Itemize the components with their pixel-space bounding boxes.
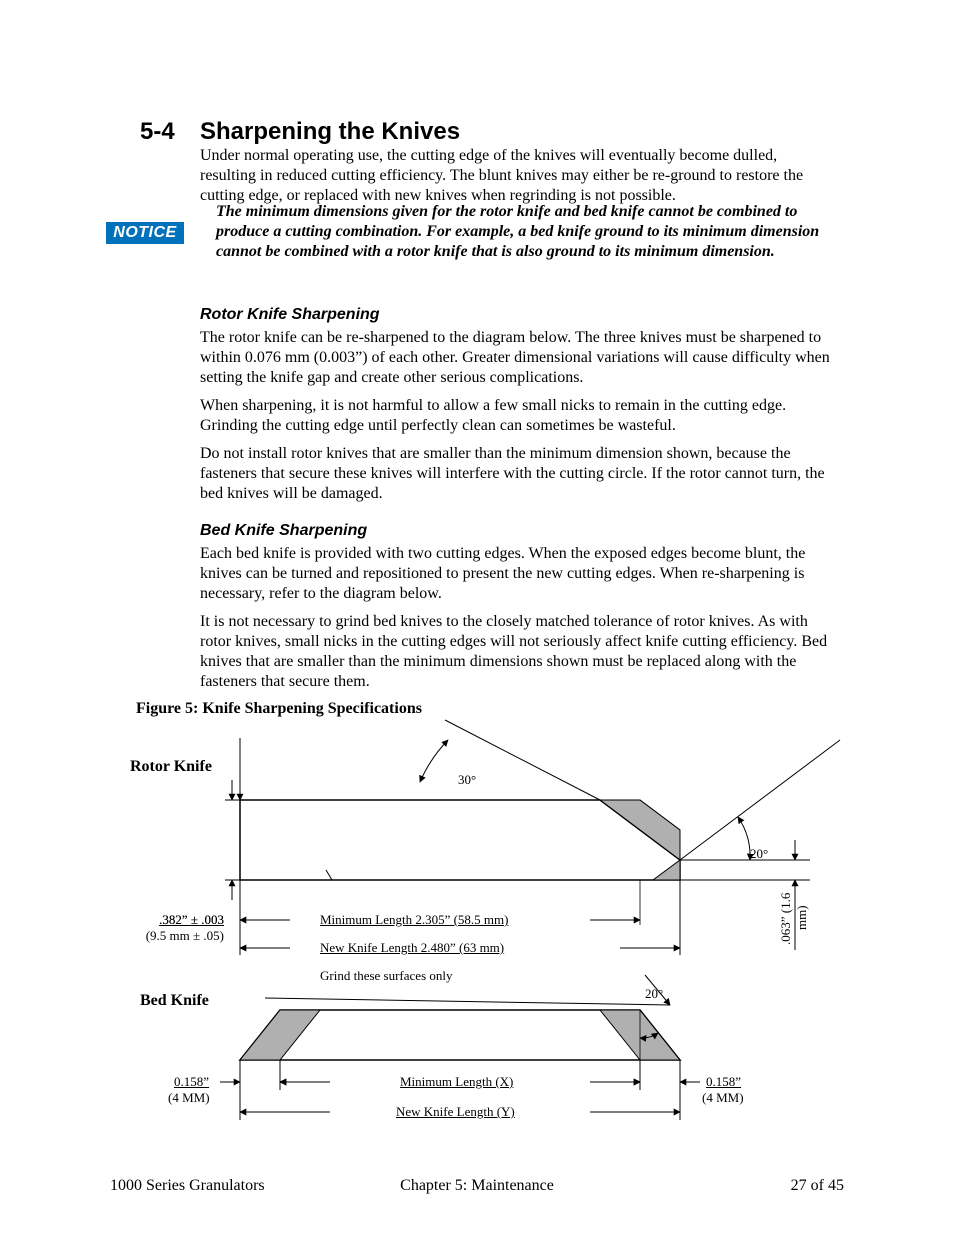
bed-tip-right: 0.158” bbox=[706, 1074, 741, 1090]
notice-text: The minimum dimensions given for the rot… bbox=[216, 202, 830, 262]
angle-30: 30° bbox=[458, 772, 476, 788]
bed-tip-left-mm: (4 MM) bbox=[168, 1090, 210, 1106]
page: 5-4 Sharpening the Knives Under normal o… bbox=[0, 0, 954, 1235]
bed-new-length: New Knife Length (Y) bbox=[396, 1104, 515, 1120]
angle-20-bed: 20° bbox=[645, 986, 663, 1002]
footer-center: Chapter 5: Maintenance bbox=[110, 1177, 844, 1195]
bed-tip-right-mm: (4 MM) bbox=[702, 1090, 744, 1106]
thickness-mm: (9.5 mm ± .05) bbox=[104, 928, 224, 944]
rotor-p3: Do not install rotor knives that are sma… bbox=[200, 444, 830, 504]
section-title: Sharpening the Knives bbox=[200, 118, 460, 146]
footer-right: 27 of 45 bbox=[791, 1177, 844, 1195]
bed-tip-left: 0.158” bbox=[174, 1074, 209, 1090]
tip-height-mm: mm) bbox=[794, 905, 810, 930]
bed-p2: It is not necessary to grind bed knives … bbox=[200, 612, 830, 692]
rotor-new-length: New Knife Length 2.480” (63 mm) bbox=[320, 940, 504, 956]
figure-caption: Figure 5: Knife Sharpening Specification… bbox=[136, 700, 422, 718]
intro-paragraph: Under normal operating use, the cutting … bbox=[200, 146, 830, 206]
bed-subheading: Bed Knife Sharpening bbox=[200, 522, 367, 540]
bed-p1: Each bed knife is provided with two cutt… bbox=[200, 544, 830, 604]
grind-note: Grind these surfaces only bbox=[320, 968, 453, 984]
rotor-min-length: Minimum Length 2.305” (58.5 mm) bbox=[320, 912, 508, 928]
bed-min-length: Minimum Length (X) bbox=[400, 1074, 513, 1090]
rotor-p2: When sharpening, it is not harmful to al… bbox=[200, 396, 830, 436]
knife-diagram: Rotor Knife 30° 20° .382” ± .003 .382” ±… bbox=[110, 720, 850, 1140]
rotor-subheading: Rotor Knife Sharpening bbox=[200, 306, 380, 324]
thickness-in-u: .382” ± .003 bbox=[104, 912, 224, 928]
angle-20-rotor: 20° bbox=[750, 846, 768, 862]
notice-badge: NOTICE bbox=[106, 222, 184, 244]
tip-height: .063” (1.6 bbox=[778, 893, 794, 945]
bed-knife-label: Bed Knife bbox=[140, 992, 209, 1010]
section-number: 5-4 bbox=[140, 118, 175, 146]
rotor-knife-label: Rotor Knife bbox=[130, 758, 212, 776]
rotor-p1: The rotor knife can be re-sharpened to t… bbox=[200, 328, 830, 388]
